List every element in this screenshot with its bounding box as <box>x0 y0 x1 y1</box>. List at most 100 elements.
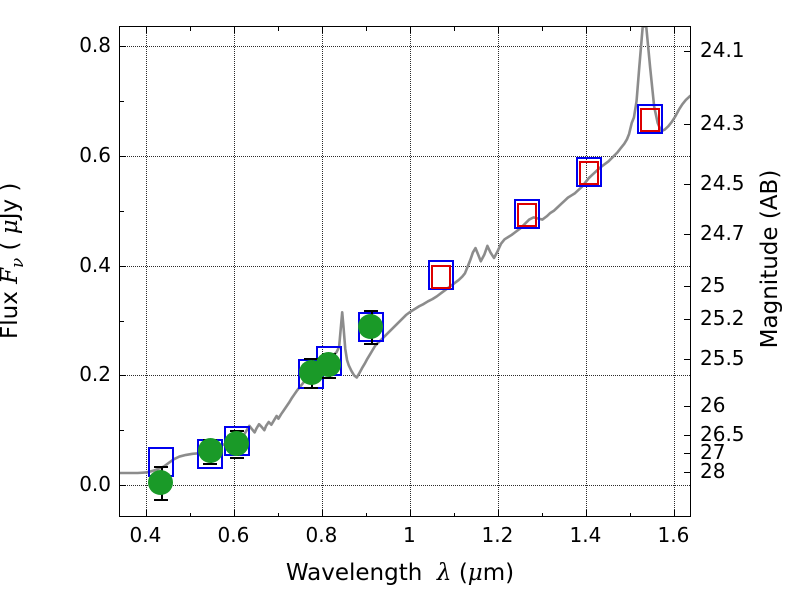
y2-tick-label: 26.5 <box>700 421 745 446</box>
x-tick-minor-bottom <box>278 512 280 516</box>
x-tick-major-bottom <box>586 510 588 516</box>
y2-tick-major-right <box>684 434 690 436</box>
x-axis-title-unit: (μm) <box>458 560 515 586</box>
y2-tick-major-right <box>684 405 690 407</box>
y-tick-label: 0.0 <box>79 472 111 497</box>
x-tick-label: 1.6 <box>657 523 690 547</box>
plot-clip <box>120 27 690 516</box>
y2-tick-label: 25.2 <box>700 306 745 331</box>
error-bar-cap-upper <box>304 358 319 361</box>
x-tick-major-top <box>234 27 236 33</box>
y-tick-major-left <box>120 265 126 267</box>
template-spectrum-line <box>120 27 690 475</box>
y-tick-label: 0.2 <box>79 362 111 387</box>
x-tick-label: 1.4 <box>569 523 602 547</box>
error-bar-cap-lower <box>229 456 244 459</box>
gridline-vertical <box>410 27 412 516</box>
x-tick-minor-bottom <box>542 512 544 516</box>
y2-tick-label: 25 <box>700 272 726 297</box>
x-tick-minor-top <box>278 27 280 31</box>
x-tick-label: 0.6 <box>217 523 250 547</box>
gridline-vertical <box>234 27 236 516</box>
y-tick-label: 0.4 <box>79 252 111 277</box>
y-tick-minor-left <box>120 101 124 103</box>
model-square-red <box>431 265 452 290</box>
y2-tick-label: 25.5 <box>700 346 745 371</box>
model-square-blue <box>575 156 602 187</box>
gridline-horizontal <box>120 46 690 48</box>
observed-data-point <box>148 470 173 496</box>
x-axis-title-word: Wavelength <box>285 560 423 586</box>
y-tick-minor-left <box>120 320 124 322</box>
y2-tick-major-right <box>684 453 690 455</box>
y-axis-title: Flux Fν ( μJy ) <box>0 11 27 511</box>
x-tick-major-bottom <box>234 510 236 516</box>
y-tick-label: 0.6 <box>79 142 111 167</box>
y-tick-minor-left <box>120 430 124 432</box>
x-tick-minor-top <box>630 27 632 31</box>
gridline-vertical <box>674 27 676 516</box>
x-tick-major-top <box>322 27 324 33</box>
x-tick-minor-bottom <box>630 512 632 516</box>
y2-tick-label: 27 <box>700 440 726 465</box>
y2-axis-title: Magnitude (AB) <box>757 169 783 349</box>
y2-tick-major-right <box>684 359 690 361</box>
y-axis-title-nu: ν <box>7 257 27 268</box>
y2-tick-major-right <box>684 123 690 125</box>
x-tick-label: 1 <box>403 523 416 547</box>
x-tick-minor-top <box>542 27 544 31</box>
x-tick-major-bottom <box>498 510 500 516</box>
x-tick-label: 0.4 <box>129 523 162 547</box>
y2-tick-label: 24.3 <box>700 110 745 135</box>
x-tick-label: 0.8 <box>305 523 338 547</box>
x-tick-major-top <box>146 27 148 33</box>
y2-tick-major-right <box>684 50 690 52</box>
model-square-red <box>578 160 599 185</box>
y-tick-major-left <box>120 485 126 487</box>
x-tick-label: 1.2 <box>481 523 514 547</box>
y-tick-major-left <box>120 155 126 157</box>
gridline-horizontal <box>120 375 690 377</box>
x-tick-major-top <box>674 27 676 33</box>
y-tick-label: 0.8 <box>79 33 111 58</box>
x-tick-minor-top <box>454 27 456 31</box>
x-tick-minor-top <box>366 27 368 31</box>
observed-data-point <box>358 314 384 339</box>
x-tick-minor-top <box>190 27 192 31</box>
x-tick-major-top <box>498 27 500 33</box>
template-spectrum-svg <box>120 27 690 475</box>
y-axis-title-F: F <box>0 268 23 291</box>
observed-data-point <box>197 438 223 463</box>
y-tick-minor-left <box>120 210 124 212</box>
y2-tick-label: 24.1 <box>700 37 745 62</box>
observed-data-point <box>316 352 342 378</box>
x-tick-major-bottom <box>322 510 324 516</box>
error-bar-cap-upper <box>153 466 168 469</box>
plot-area <box>119 26 691 517</box>
y2-tick-label: 24.5 <box>700 170 745 195</box>
gridline-vertical <box>498 27 500 516</box>
error-bar-cap-lower <box>321 377 336 379</box>
observed-data-point <box>224 430 250 456</box>
error-bar-cap-upper <box>363 310 378 313</box>
y-axis-title-flux: Flux <box>0 291 24 339</box>
x-tick-major-top <box>586 27 588 33</box>
y2-tick-label: 24.7 <box>700 221 745 246</box>
error-bar-cap-lower <box>363 343 378 345</box>
y-axis-title-unit: ( μJy ) <box>0 183 24 251</box>
gridline-vertical <box>322 27 324 516</box>
x-tick-minor-bottom <box>366 512 368 516</box>
y2-tick-label: 28 <box>700 459 726 484</box>
x-axis-title: Wavelength λ (μm) <box>0 560 800 586</box>
y2-tick-major-right <box>684 319 690 321</box>
x-tick-major-top <box>410 27 412 33</box>
gridline-vertical <box>586 27 588 516</box>
model-square-red <box>640 108 661 133</box>
x-tick-minor-bottom <box>190 512 192 516</box>
x-tick-major-bottom <box>146 510 148 516</box>
x-tick-major-bottom <box>410 510 412 516</box>
y2-tick-label: 26 <box>700 392 726 417</box>
y-tick-major-left <box>120 46 126 48</box>
gridline-horizontal <box>120 265 690 267</box>
